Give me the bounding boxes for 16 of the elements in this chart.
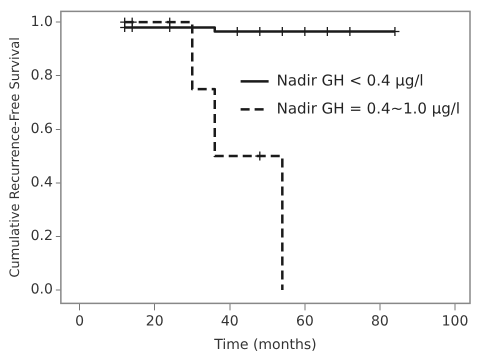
y-tick-label: 0.4	[30, 174, 53, 190]
y-tick-label: 1.0	[30, 14, 53, 30]
y-tick-label: 0.2	[30, 228, 53, 244]
y-tick-label: 0.0	[30, 282, 53, 298]
x-tick-label: 0	[75, 313, 84, 330]
x-tick-label: 40	[220, 313, 239, 330]
y-tick-label: 0.6	[30, 120, 53, 137]
x-tick-label: 100	[442, 313, 468, 330]
y-tick-label: 0.8	[30, 67, 53, 84]
x-tick-label: 60	[296, 313, 314, 330]
y-axis-title: Cumulative Recurrence-Free Survival	[8, 37, 24, 278]
x-axis-title: Time (months)	[213, 337, 317, 354]
x-tick-label: 20	[146, 313, 164, 330]
legend-label: Nadir GH < 0.4 μg/l	[276, 71, 424, 90]
x-tick-label: 80	[371, 313, 389, 330]
legend-label: Nadir GH = 0.4~1.0 μg/l	[276, 99, 460, 118]
